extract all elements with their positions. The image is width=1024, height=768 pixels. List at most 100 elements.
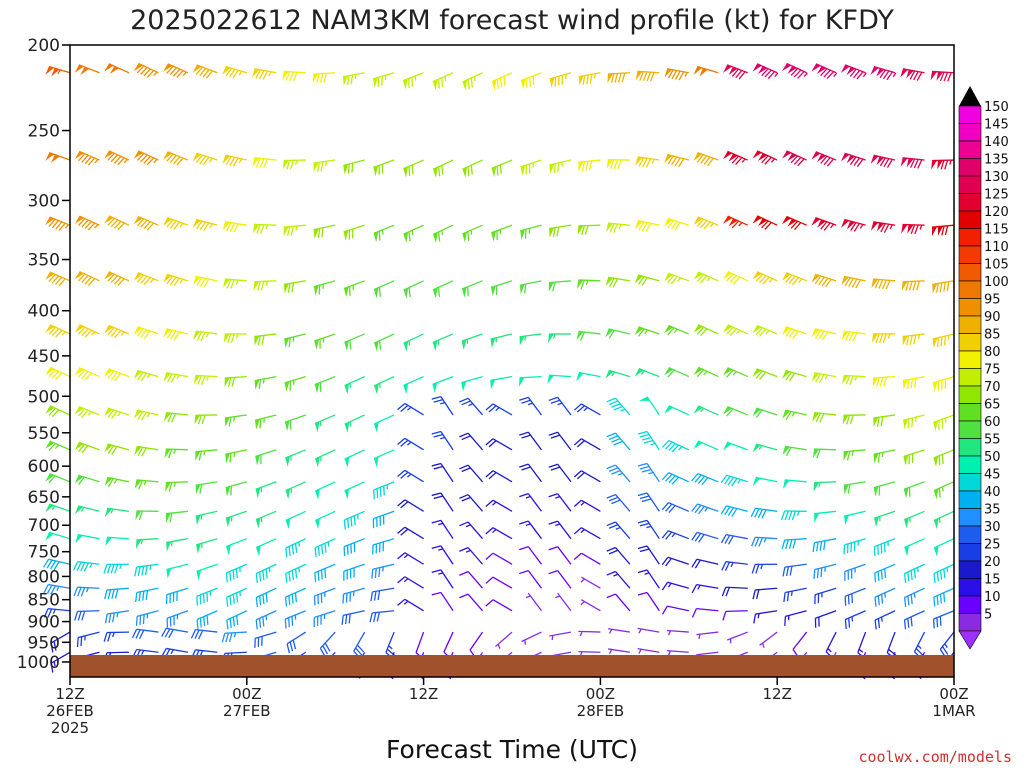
wind-barb [903,610,925,630]
wind-barb [371,563,395,579]
x-tick-label: 26FEB [46,702,93,720]
wind-barb [606,570,631,589]
wind-barb [459,547,484,565]
wind-barb [606,493,631,512]
wind-barb [314,449,336,468]
wind-barb [224,375,247,388]
wind-barb [459,494,484,512]
wind-barb [222,154,247,167]
wind-barb [459,571,484,589]
wind-barb [397,552,424,565]
wind-barb [840,152,866,168]
wind-barb [634,274,660,286]
wind-barb [577,279,601,290]
wind-barb [397,598,424,612]
wind-barb [133,215,159,231]
wind-barb [811,217,837,231]
x-tick-label: 1MAR [932,702,975,720]
credit-link[interactable]: coolwx.com/models [858,748,1012,766]
colorbar-label: 130 [984,170,1009,185]
wind-barb [226,587,248,607]
wind-barb [192,64,218,79]
wind-barb [605,369,631,379]
wind-barb [196,610,218,629]
wind-barb [520,72,542,90]
colorbar-swatch [958,613,982,632]
colorbar-swatch [958,158,982,177]
wind-barb [547,374,571,384]
wind-barb [722,610,748,621]
wind-barb [431,462,454,483]
wind-barb [432,224,454,244]
wind-barb [402,72,424,90]
wind-barb [902,333,925,346]
wind-barb [519,280,542,295]
wind-barb [548,463,572,483]
wind-barb [373,333,395,352]
colorbar-top-arrow [959,86,981,106]
wind-barb [485,552,513,565]
wind-barb [902,375,925,390]
colorbar-swatch [958,140,982,159]
wind-barb [74,405,100,418]
wind-barb [344,481,365,500]
wind-barb [254,414,277,430]
wind-barb [403,333,424,352]
wind-barb [752,443,778,453]
colorbar: 5 10 15 20 25 30 35 40 45 50 55 60 65 70 75 80 85 90 95 100… [958,86,1009,650]
wind-barb [222,221,247,233]
wind-barb [843,449,866,461]
colorbar-label: 50 [984,450,1001,465]
plot-frame [69,44,955,678]
wind-barb [133,150,159,166]
wind-barb [133,62,159,78]
wind-barb [104,368,130,382]
wind-barb [491,224,513,242]
wind-barb [45,216,71,231]
wind-barb [314,510,336,530]
wind-barb [661,439,690,453]
wind-barb [104,63,130,75]
wind-barb [343,224,365,241]
wind-barb [255,538,277,557]
wind-barb [666,629,689,636]
wind-barb [843,481,866,495]
wind-barb [637,430,660,451]
wind-barb [462,159,483,178]
wind-barb [751,536,778,547]
wind-barb [782,409,807,420]
wind-barb [342,587,365,604]
wind-barb [661,581,689,591]
colorbar-label: 10 [984,590,1001,605]
wind-barb [343,538,365,557]
y-tick-label: 300 [28,191,60,211]
wind-barb [752,587,778,600]
wind-barb [491,72,513,91]
colorbar-swatch [958,455,982,474]
wind-barb [873,538,896,557]
wind-barb [283,224,306,237]
wind-barb [781,326,807,340]
wind-barb [547,333,571,344]
wind-barb [578,630,601,637]
wind-barb [196,563,218,581]
wind-barb [314,375,336,394]
wind-barb [43,583,71,595]
wind-barb [720,474,748,487]
wind-barb [903,563,925,583]
wind-barb [634,368,660,378]
wind-barb [223,278,247,289]
wind-barb [782,369,807,382]
wind-barb [254,333,277,346]
wind-barb [813,481,837,492]
wind-barb [165,510,188,523]
wind-barb [74,505,100,515]
wind-barb [313,159,336,173]
x-tick-label: 00Z [232,685,261,703]
wind-barb [932,333,955,349]
wind-barb [635,70,660,82]
wind-barb [403,375,424,395]
wind-barb [784,610,807,626]
colorbar-swatch [958,210,982,229]
wind-barb [104,610,130,624]
